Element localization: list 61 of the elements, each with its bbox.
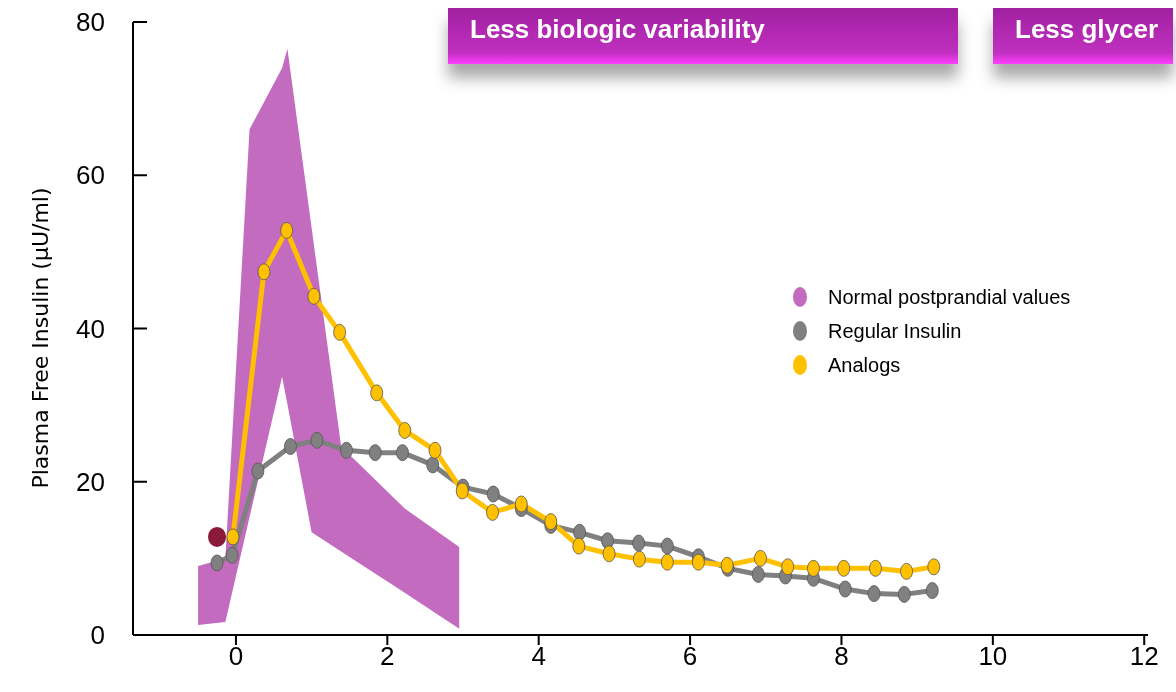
y-tick-label: 80	[76, 7, 105, 38]
point	[781, 558, 795, 576]
x-tick-label: 6	[682, 641, 698, 672]
point	[573, 523, 586, 541]
point	[486, 504, 499, 521]
point	[807, 559, 820, 577]
point	[572, 537, 586, 555]
legend-label: Analogs	[828, 353, 901, 378]
point	[544, 513, 558, 530]
y-axis-title: Plasma Free Insulin (µU/ml)	[27, 187, 53, 489]
point	[428, 441, 442, 459]
point	[225, 546, 239, 564]
y-tick-label: 20	[76, 466, 105, 497]
point	[208, 526, 227, 547]
point	[925, 582, 939, 599]
annotation: Less glycer	[1015, 14, 1159, 45]
point	[838, 580, 852, 598]
point	[280, 222, 294, 239]
y-tick-label: 60	[76, 160, 105, 191]
point	[310, 431, 324, 449]
point	[426, 456, 440, 474]
y-tick-label: 0	[90, 620, 105, 651]
legend-label: Normal postprandial values	[828, 285, 1071, 310]
point	[226, 528, 240, 546]
x-tick-label: 10	[978, 641, 1008, 672]
point	[751, 566, 765, 583]
x-tick-label: 8	[834, 641, 849, 672]
x-tick-label: 4	[531, 641, 546, 672]
legend-label: Regular Insulin	[828, 319, 962, 344]
point	[754, 549, 767, 567]
point	[692, 553, 705, 571]
point	[307, 287, 321, 305]
point	[900, 563, 913, 580]
point	[869, 559, 882, 577]
point	[602, 545, 616, 563]
point	[257, 263, 271, 281]
x-tick-label: 0	[228, 641, 244, 672]
point	[210, 554, 224, 572]
point	[455, 482, 469, 500]
point	[897, 585, 911, 603]
point	[340, 441, 353, 459]
point	[867, 585, 881, 603]
point	[927, 558, 941, 576]
x-tick-label: 12	[1129, 641, 1159, 672]
point	[632, 550, 646, 568]
point	[370, 384, 384, 402]
x-tick-label: 2	[380, 641, 395, 672]
y-tick-label: 40	[76, 313, 105, 344]
point	[632, 534, 646, 552]
point	[486, 485, 500, 503]
point	[398, 422, 412, 439]
point	[660, 537, 674, 555]
point	[396, 444, 409, 462]
point	[660, 553, 674, 571]
annotation: Less biologic variability	[470, 14, 765, 45]
point	[514, 495, 528, 513]
point	[837, 559, 851, 577]
point	[284, 438, 297, 455]
point	[368, 444, 382, 462]
point	[333, 323, 347, 341]
point	[251, 462, 265, 480]
